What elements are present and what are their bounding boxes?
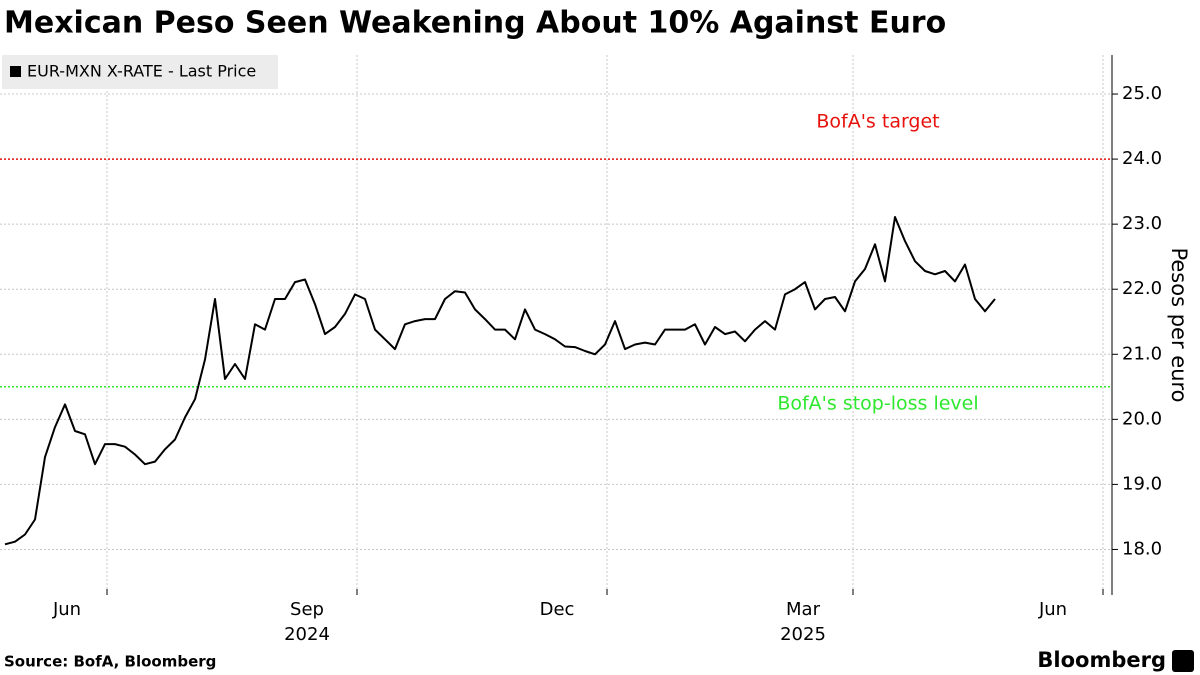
y-tick-label: 24.0 xyxy=(1122,148,1162,169)
x-tick-label: Dec xyxy=(540,599,575,620)
legend-swatch xyxy=(10,66,21,77)
legend-label: EUR-MXN X-RATE - Last Price xyxy=(27,62,256,81)
y-tick-label: 22.0 xyxy=(1122,278,1162,299)
y-tick-label: 23.0 xyxy=(1122,213,1162,234)
legend-box xyxy=(2,55,278,89)
reference-label: BofA's target xyxy=(816,111,939,133)
y-axis-label: Pesos per euro xyxy=(1167,247,1191,402)
year-label: 2025 xyxy=(780,624,826,645)
x-tick-label: Jun xyxy=(52,599,81,620)
y-tick-label: 21.0 xyxy=(1122,343,1162,364)
reference-label: BofA's stop-loss level xyxy=(777,392,978,414)
chart-title: Mexican Peso Seen Weakening About 10% Ag… xyxy=(4,6,946,41)
source: Source: BofA, Bloomberg xyxy=(4,653,216,671)
y-tick-label: 19.0 xyxy=(1122,473,1162,494)
x-tick-label: Mar xyxy=(786,599,821,620)
y-tick-label: 25.0 xyxy=(1122,83,1162,104)
year-label: 2024 xyxy=(284,624,330,645)
series-line xyxy=(4,216,996,546)
y-tick-label: 18.0 xyxy=(1122,538,1162,559)
y-tick-label: 20.0 xyxy=(1122,408,1162,429)
brand-icon xyxy=(1172,650,1194,672)
x-tick-label: Sep xyxy=(290,599,324,620)
x-tick-label: Jun xyxy=(1038,599,1067,620)
brand: Bloomberg xyxy=(1037,648,1166,672)
